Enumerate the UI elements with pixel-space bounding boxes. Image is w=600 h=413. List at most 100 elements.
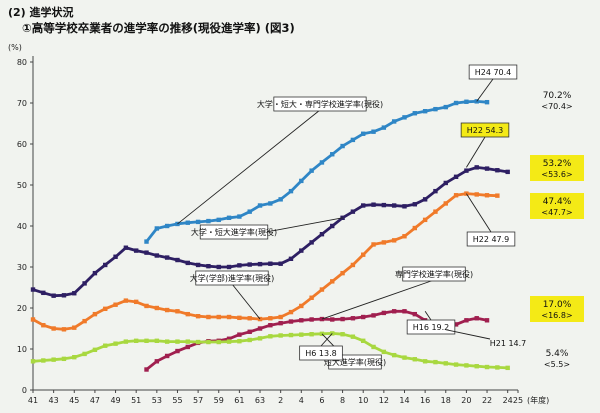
data-point: [216, 264, 221, 270]
data-point: [61, 327, 67, 332]
data-point: [51, 293, 56, 298]
data-point: [453, 362, 459, 367]
data-point: [340, 332, 345, 337]
data-point: [72, 325, 77, 330]
data-point: [185, 260, 190, 266]
x-tick-label: 63: [255, 396, 265, 405]
end-label-1: 53.2%<53.6>: [530, 155, 584, 181]
data-point: [51, 326, 56, 331]
end-label-highlight: [530, 296, 584, 322]
data-point: [453, 174, 459, 179]
end-label-0: 70.2%<70.4>: [541, 91, 572, 111]
data-point: [288, 256, 294, 261]
data-point: [113, 254, 118, 259]
data-point: [226, 215, 232, 220]
data-point: [340, 143, 345, 149]
data-point: [464, 168, 469, 173]
data-point: [330, 317, 335, 322]
data-point: [195, 339, 201, 345]
x-tick-label: 59: [214, 396, 224, 405]
data-point: [371, 344, 376, 350]
data-point: [195, 219, 201, 225]
data-point: [402, 309, 407, 314]
data-point: [299, 303, 304, 309]
data-point: [422, 109, 428, 114]
x-tick-label: 57: [193, 396, 203, 405]
data-point: [247, 337, 252, 343]
chart-title: ①高等学校卒業者の進学率の推移(現役進学率) (図3): [22, 21, 295, 35]
data-point: [268, 201, 273, 206]
data-point: [309, 317, 314, 322]
data-point: [412, 311, 418, 317]
data-point: [103, 306, 108, 312]
end-label-prior: <5.5>: [544, 360, 570, 369]
data-point: [412, 357, 418, 362]
annotation-group: H22 54.3: [460, 122, 510, 138]
data-point: [216, 217, 221, 223]
data-point: [319, 287, 325, 292]
y-tick-label: 20: [17, 304, 27, 313]
data-point: [226, 336, 232, 341]
data-point: [412, 225, 418, 231]
data-point: [237, 263, 242, 268]
data-point: [144, 303, 149, 309]
data-point: [422, 359, 428, 364]
end-label-prior: <70.4>: [541, 102, 572, 111]
end-label-prior: <47.7>: [541, 208, 572, 217]
data-point: [371, 313, 376, 318]
data-point: [381, 310, 387, 316]
section-heading: (2) 進学状況: [8, 6, 74, 19]
data-point: [433, 106, 438, 112]
data-point: [309, 332, 314, 337]
data-point: [237, 315, 242, 321]
data-point: [195, 314, 201, 319]
annotation-group: H16 19.2: [406, 319, 456, 335]
data-point: [30, 287, 36, 292]
data-point: [30, 317, 36, 322]
end-label-value: 47.4%: [543, 197, 572, 207]
end-label-3: 17.0%<16.8>: [530, 296, 584, 322]
data-point: [350, 316, 356, 321]
data-point: [309, 168, 314, 173]
data-point: [391, 309, 397, 314]
x-tick-label: 61: [234, 396, 244, 405]
y-tick-label: 60: [17, 140, 27, 149]
data-point: [350, 334, 356, 339]
data-point: [484, 364, 490, 370]
annotation-box: [299, 345, 343, 361]
data-point: [82, 318, 87, 324]
data-point: [144, 239, 149, 244]
data-point: [185, 339, 190, 344]
data-point: [133, 248, 139, 253]
annotation-group: H22 47.9: [466, 231, 516, 247]
data-point: [164, 307, 170, 313]
data-point: [257, 203, 263, 208]
data-point: [330, 279, 335, 284]
data-point: [433, 209, 438, 214]
x-tick-label: 6: [319, 396, 324, 405]
x-tick-label: 10: [358, 396, 368, 405]
data-point: [164, 255, 170, 260]
data-point: [154, 359, 160, 364]
data-point: [484, 193, 490, 198]
data-point: [185, 311, 190, 317]
data-point: [299, 178, 304, 184]
series-label: 大学・短大進学率(現役): [191, 227, 277, 237]
data-point: [474, 316, 479, 321]
data-point: [330, 152, 335, 157]
data-point: [340, 270, 345, 276]
data-point: [361, 338, 366, 343]
end-label-value: 70.2%: [543, 91, 572, 101]
series-label-box: [273, 96, 367, 112]
data-point: [381, 240, 387, 245]
data-point: [484, 166, 490, 171]
data-point: [453, 100, 459, 106]
data-point: [340, 316, 345, 322]
data-point: [61, 293, 67, 298]
data-point: [464, 363, 469, 368]
data-point: [371, 202, 376, 207]
x-tick-label: 14: [399, 396, 409, 405]
y-tick-label: 70: [17, 99, 27, 108]
series-label-box: [195, 270, 269, 286]
data-point: [361, 314, 366, 320]
